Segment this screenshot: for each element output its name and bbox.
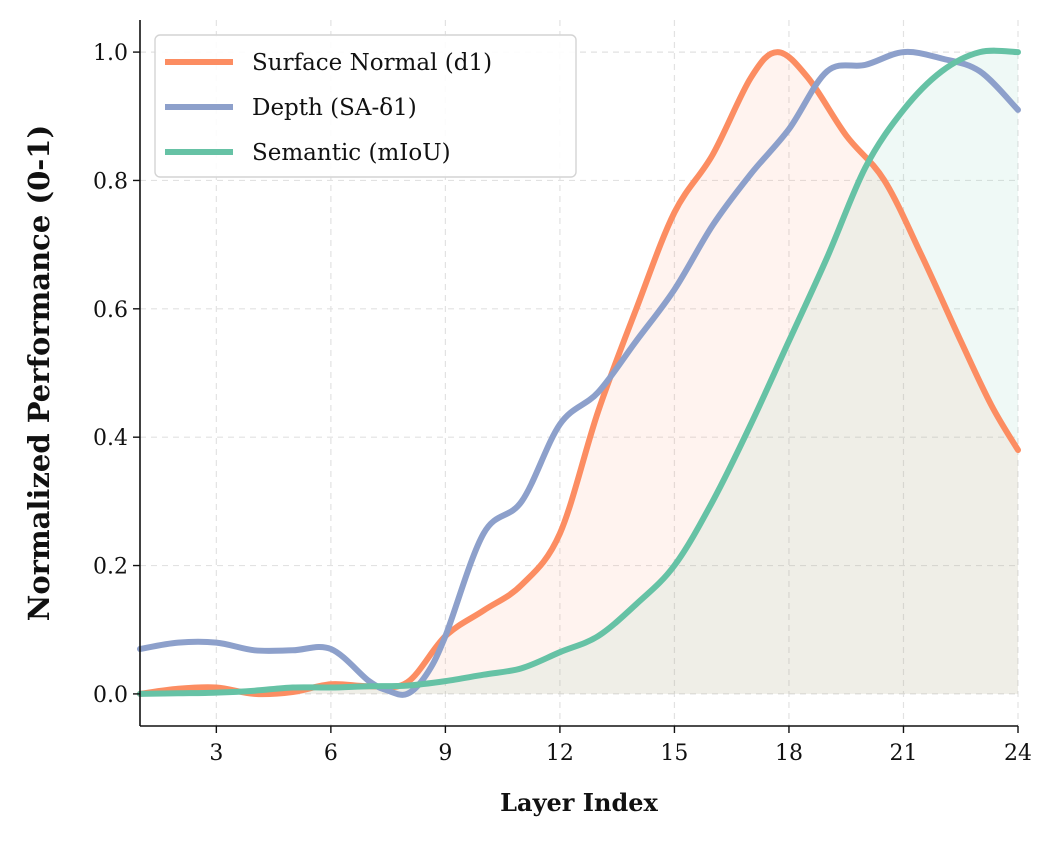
legend-label: Depth (SA-δ1)	[252, 95, 417, 121]
legend-label: Surface Normal (d1)	[252, 50, 492, 76]
x-tick-label: 6	[324, 741, 338, 766]
legend-box	[154, 34, 577, 178]
x-tick-label: 15	[660, 741, 688, 766]
x-tick-label: 9	[438, 741, 452, 766]
y-tick-label: 0.8	[93, 169, 128, 194]
series-line-depth-sa-1	[137, 48, 1021, 698]
x-axis-label: Layer Index	[500, 788, 658, 817]
area-fills	[140, 50, 1018, 695]
y-axis-label: Normalized Performance (0-1)	[22, 125, 56, 621]
y-axis-ticks: 0.0 0.2 0.4 0.6 0.8 1.0	[93, 41, 140, 708]
x-tick-label: 24	[1004, 741, 1032, 766]
y-tick-label: 0.0	[93, 683, 128, 708]
x-tick-label: 21	[889, 741, 917, 766]
axes	[139, 20, 1018, 727]
area-fill-surface-normal-d1	[140, 52, 1018, 695]
series-lines	[137, 47, 1021, 698]
x-tick-label: 12	[546, 741, 574, 766]
area-fill-semantic-miou	[140, 50, 1018, 694]
x-tick-label: 3	[209, 741, 223, 766]
x-tick-label: 18	[775, 741, 803, 766]
x-axis-ticks: 3 6 9 12 15 18 21 24	[209, 726, 1032, 766]
y-tick-label: 0.4	[93, 426, 128, 451]
y-tick-label: 0.6	[93, 298, 128, 323]
y-tick-label: 0.2	[93, 555, 128, 580]
series-line-semantic-miou	[137, 47, 1021, 697]
legend: Surface Normal (d1) Depth (SA-δ1) Semantic…	[154, 34, 577, 178]
legend-label: Semantic (mIoU)	[252, 140, 451, 166]
y-tick-label: 1.0	[93, 41, 128, 66]
